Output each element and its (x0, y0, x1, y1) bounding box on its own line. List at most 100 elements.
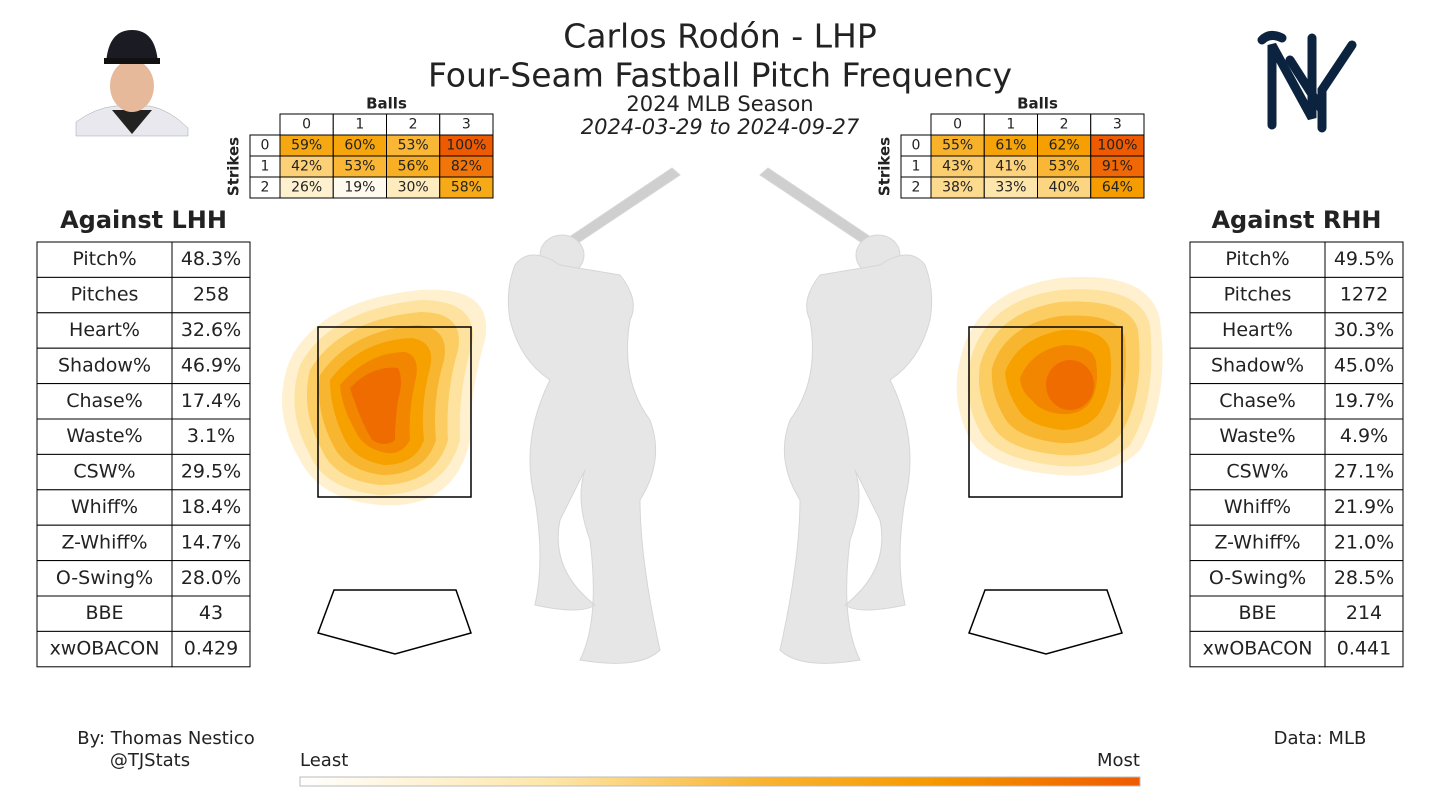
count-value: 58% (451, 180, 482, 196)
ball-label: 0 (302, 117, 311, 133)
count-value: 61% (995, 138, 1026, 154)
stat-cell (1189, 241, 1326, 278)
count-value: 43% (942, 159, 973, 175)
count-value: 53% (398, 138, 429, 154)
stat-cell (1189, 524, 1326, 562)
split-title: Against RHH (1211, 206, 1381, 234)
row-title: Strikes (876, 137, 894, 196)
stat-cell (1324, 383, 1404, 420)
stat-name: xwOBACON (1203, 638, 1313, 660)
dates: 2024-03-29 to 2024-09-27 (581, 115, 860, 139)
stat-value: 258 (193, 284, 229, 306)
team-logo (1257, 30, 1357, 133)
count-value: 91% (1102, 159, 1133, 175)
stat-cell (171, 595, 251, 632)
stat-cell (1189, 383, 1326, 420)
stat-name: Pitches (71, 284, 139, 306)
stat-cell (36, 241, 173, 278)
count-value: 30% (398, 180, 429, 196)
count-value: 56% (398, 159, 429, 175)
count-value: 53% (1049, 159, 1080, 175)
stat-cell (36, 489, 173, 526)
stat-cell (36, 383, 173, 420)
stat-value: 4.9% (1340, 425, 1388, 447)
stat-value: 32.6% (181, 319, 241, 341)
handle: @TJStats (110, 750, 190, 771)
stat-name: xwOBACON (50, 638, 160, 660)
count-value: 100% (1097, 138, 1137, 154)
count-cell (439, 176, 494, 199)
ball-label: 1 (1006, 117, 1015, 133)
ball-label: 3 (1113, 117, 1122, 133)
count-value: 55% (942, 138, 973, 154)
stat-cell (1324, 630, 1404, 668)
subtitle: Four-Seam Fastball Pitch Frequency (428, 56, 1012, 95)
stat-name: Shadow% (1211, 354, 1304, 376)
ball-label: 0 (953, 117, 962, 133)
stat-cell (171, 453, 251, 491)
stat-cell (1324, 418, 1404, 455)
stat-cell (171, 630, 251, 668)
stat-value: 45.0% (1334, 354, 1394, 376)
stat-value: 14.7% (181, 531, 241, 553)
stat-name: Chase% (66, 390, 143, 412)
count-value: 60% (344, 138, 375, 154)
stat-cell (1324, 312, 1404, 349)
stat-cell (1324, 595, 1404, 632)
legend-least: Least (300, 750, 348, 771)
stat-name: BBE (1238, 602, 1276, 624)
stat-value: 18.4% (181, 496, 241, 518)
stat-name: O-Swing% (56, 567, 153, 589)
heatmap-right (956, 276, 1163, 476)
stat-cell (171, 347, 251, 385)
stat-cell (1189, 276, 1326, 314)
stat-cell (1324, 524, 1404, 562)
stat-value: 0.441 (1337, 638, 1391, 660)
ball-label: 3 (462, 117, 471, 133)
count-value: 59% (291, 138, 322, 154)
stat-name: Pitches (1224, 284, 1292, 306)
stat-name: Shadow% (58, 354, 151, 376)
stat-cell (171, 241, 251, 278)
stat-value: 17.4% (181, 390, 241, 412)
batter-right (759, 167, 933, 664)
stat-cell (1189, 418, 1326, 455)
stat-cell (1324, 453, 1404, 491)
count-value: 26% (291, 180, 322, 196)
stat-cell (171, 312, 251, 349)
stat-cell (1189, 453, 1326, 491)
stat-value: 19.7% (1334, 390, 1394, 412)
stat-value: 29.5% (181, 461, 241, 483)
stat-name: Pitch% (72, 248, 136, 270)
strike-label: 2 (261, 180, 270, 196)
legend-most: Most (1097, 750, 1140, 771)
stat-cell (1189, 312, 1326, 349)
stat-cell (1189, 630, 1326, 668)
stat-value: 3.1% (187, 425, 235, 447)
col-title: Balls (1017, 95, 1058, 113)
stat-value: 48.3% (181, 248, 241, 270)
stat-cell (1189, 560, 1326, 597)
count-value: 82% (451, 159, 482, 175)
count-value: 64% (1102, 180, 1133, 196)
stat-value: 43 (199, 602, 223, 624)
stat-value: 46.9% (181, 354, 241, 376)
stat-name: Waste% (1219, 425, 1295, 447)
stat-cell (1324, 489, 1404, 526)
stat-value: 1272 (1340, 284, 1388, 306)
source: Data: MLB (1274, 728, 1367, 749)
strike-label: 1 (261, 159, 270, 175)
stat-value: 28.0% (181, 567, 241, 589)
heatmap-left (282, 289, 487, 506)
stat-name: CSW% (73, 461, 135, 483)
stat-name: Chase% (1219, 390, 1296, 412)
count-value: 38% (942, 180, 973, 196)
credit: By: Thomas Nestico (77, 728, 254, 749)
stat-name: Pitch% (1225, 248, 1289, 270)
stat-cell (171, 560, 251, 597)
col-title: Balls (366, 95, 407, 113)
stat-value: 214 (1346, 602, 1382, 624)
strike-label: 0 (912, 138, 921, 154)
stat-value: 28.5% (1334, 567, 1394, 589)
stat-name: Heart% (1222, 319, 1293, 341)
